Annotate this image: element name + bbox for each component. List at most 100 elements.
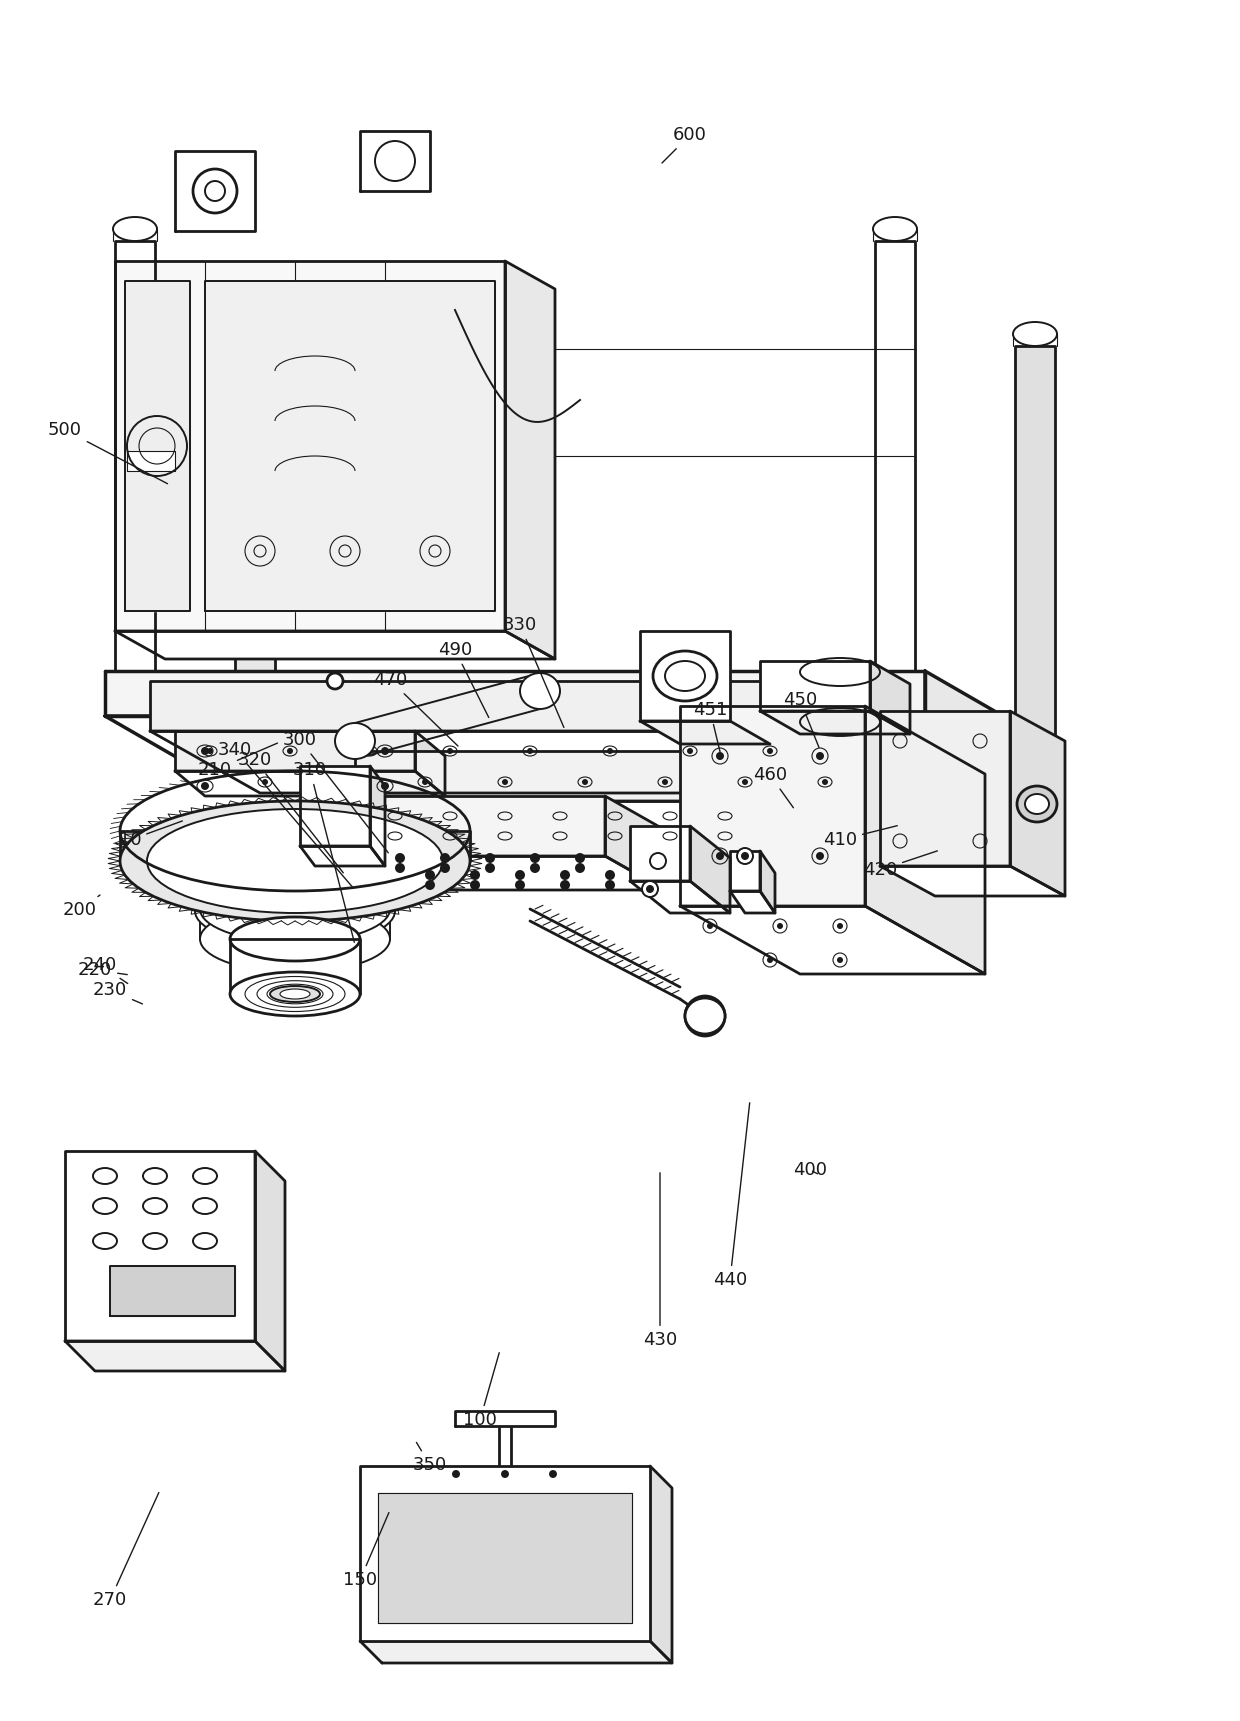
Text: 420: 420: [863, 850, 937, 879]
Circle shape: [646, 885, 653, 893]
Ellipse shape: [195, 855, 396, 926]
Text: 310: 310: [293, 761, 355, 943]
Polygon shape: [300, 766, 370, 847]
Text: 440: 440: [713, 1103, 750, 1289]
Text: 100: 100: [463, 1353, 500, 1428]
Ellipse shape: [229, 917, 360, 960]
Polygon shape: [640, 721, 770, 743]
Circle shape: [367, 749, 373, 754]
Circle shape: [715, 852, 724, 860]
Polygon shape: [195, 891, 396, 910]
Polygon shape: [1016, 346, 1055, 745]
Circle shape: [425, 879, 435, 890]
Polygon shape: [360, 1642, 672, 1662]
Ellipse shape: [113, 217, 157, 241]
Circle shape: [201, 781, 210, 790]
Polygon shape: [374, 855, 665, 890]
Polygon shape: [875, 241, 915, 671]
Polygon shape: [360, 131, 430, 191]
Polygon shape: [605, 797, 665, 890]
Circle shape: [715, 752, 724, 761]
Polygon shape: [185, 850, 405, 871]
Circle shape: [742, 852, 749, 860]
Circle shape: [527, 749, 533, 754]
Ellipse shape: [1025, 793, 1049, 814]
Ellipse shape: [185, 833, 405, 909]
Polygon shape: [378, 1494, 632, 1623]
Polygon shape: [64, 1151, 255, 1341]
Circle shape: [381, 781, 389, 790]
Circle shape: [687, 749, 693, 754]
Polygon shape: [760, 711, 910, 733]
Circle shape: [201, 747, 210, 756]
Polygon shape: [205, 281, 495, 611]
Text: 220: 220: [78, 960, 128, 979]
Text: 330: 330: [503, 616, 564, 728]
Circle shape: [582, 780, 588, 785]
Circle shape: [737, 848, 753, 864]
Text: 150: 150: [343, 1513, 389, 1588]
Circle shape: [707, 922, 713, 929]
Polygon shape: [355, 800, 885, 869]
Polygon shape: [880, 711, 1011, 866]
Polygon shape: [505, 262, 556, 659]
Polygon shape: [126, 451, 175, 472]
Circle shape: [470, 879, 480, 890]
Polygon shape: [925, 671, 1055, 792]
Ellipse shape: [185, 833, 405, 909]
Circle shape: [485, 854, 495, 862]
Polygon shape: [105, 671, 925, 716]
Ellipse shape: [229, 972, 360, 1015]
Text: 300: 300: [283, 731, 388, 854]
Polygon shape: [110, 1267, 236, 1317]
Text: 400: 400: [794, 1162, 827, 1179]
Circle shape: [742, 780, 748, 785]
Circle shape: [446, 749, 453, 754]
Polygon shape: [105, 716, 1055, 792]
Text: 340: 340: [218, 742, 353, 888]
Circle shape: [575, 862, 585, 873]
Polygon shape: [370, 766, 384, 866]
Polygon shape: [730, 891, 775, 914]
Circle shape: [440, 862, 450, 873]
Circle shape: [396, 854, 405, 862]
Polygon shape: [355, 750, 765, 800]
Circle shape: [470, 871, 480, 879]
Polygon shape: [236, 346, 275, 745]
Polygon shape: [150, 731, 960, 793]
Text: 320: 320: [238, 750, 343, 873]
Circle shape: [662, 780, 668, 785]
Circle shape: [502, 1471, 508, 1477]
Polygon shape: [1011, 711, 1065, 897]
Polygon shape: [120, 831, 470, 860]
Ellipse shape: [185, 852, 405, 929]
Polygon shape: [680, 905, 985, 974]
Ellipse shape: [1013, 322, 1056, 346]
Circle shape: [822, 780, 828, 785]
Circle shape: [605, 879, 615, 890]
Circle shape: [642, 881, 658, 897]
Polygon shape: [360, 1466, 650, 1642]
Circle shape: [286, 749, 293, 754]
Circle shape: [560, 879, 570, 890]
Circle shape: [515, 879, 525, 890]
Circle shape: [515, 871, 525, 879]
Polygon shape: [760, 850, 775, 914]
Polygon shape: [630, 826, 689, 881]
Polygon shape: [374, 797, 605, 855]
Text: 230: 230: [93, 981, 143, 1003]
Ellipse shape: [520, 673, 560, 709]
Text: 270: 270: [93, 1492, 159, 1609]
Ellipse shape: [684, 998, 725, 1034]
Polygon shape: [115, 262, 505, 632]
Circle shape: [381, 747, 389, 756]
Text: 450: 450: [782, 692, 818, 747]
Text: 600: 600: [662, 126, 707, 163]
Polygon shape: [730, 850, 760, 891]
Circle shape: [684, 996, 725, 1036]
Circle shape: [608, 749, 613, 754]
Polygon shape: [200, 909, 391, 940]
Circle shape: [777, 922, 782, 929]
Circle shape: [529, 854, 539, 862]
Ellipse shape: [1017, 786, 1056, 823]
